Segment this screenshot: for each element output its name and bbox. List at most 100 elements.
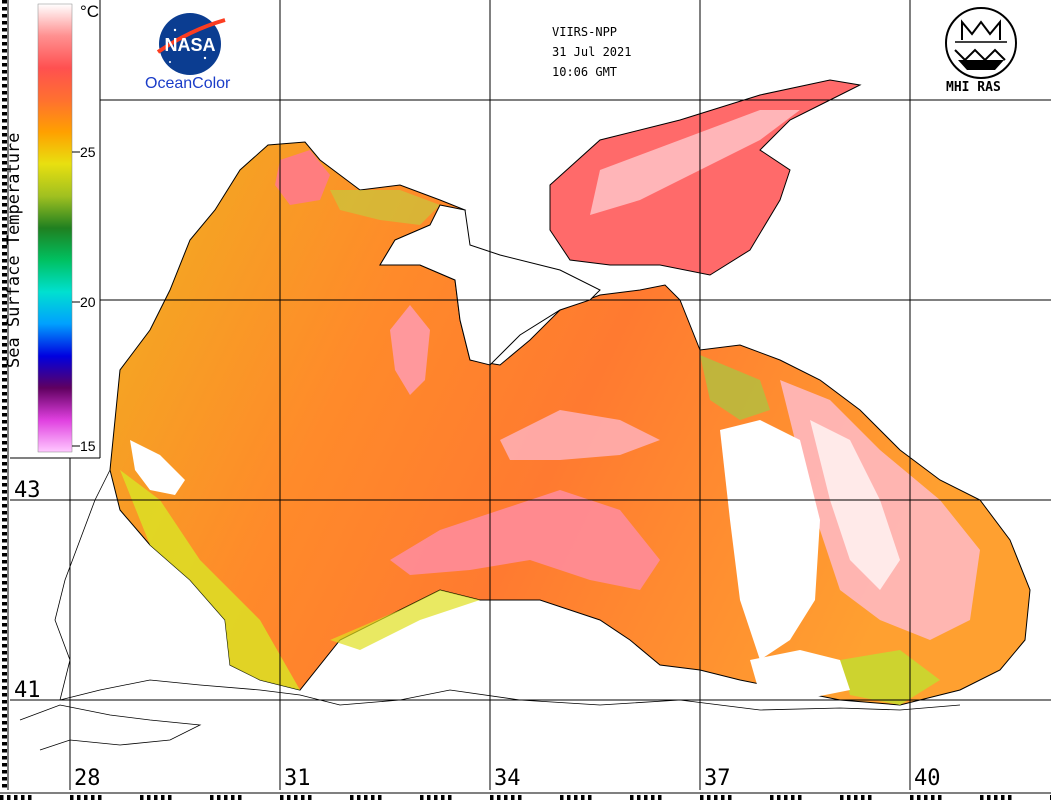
ruler-tick <box>2 518 7 522</box>
ruler-tick <box>539 795 543 800</box>
ruler-tick <box>2 189 7 193</box>
satellite-name: VIIRS-NPP <box>552 25 618 39</box>
ruler-tick <box>392 795 396 800</box>
ruler-tick <box>2 224 7 228</box>
ruler-tick <box>1036 795 1040 800</box>
ruler-tick <box>371 795 375 800</box>
ruler-tick <box>2 546 7 550</box>
ruler-tick <box>707 795 711 800</box>
ruler-tick <box>651 795 655 800</box>
ruler-tick <box>2 35 7 39</box>
ruler-tick <box>693 795 697 800</box>
ruler-tick <box>980 795 984 800</box>
ruler-tick <box>112 795 116 800</box>
ruler-tick <box>2 21 7 25</box>
ruler-tick <box>56 795 60 800</box>
ruler-tick <box>2 567 7 571</box>
coast-bulgaria <box>54 469 111 701</box>
ruler-tick <box>413 795 417 800</box>
lat-label-43: 43 <box>14 478 41 503</box>
ruler-tick <box>2 434 7 438</box>
ruler-tick <box>896 795 900 800</box>
east-coast-cool <box>700 355 770 420</box>
ruler-tick <box>2 399 7 403</box>
ruler-tick <box>2 560 7 564</box>
ruler-tick <box>2 735 7 739</box>
ruler-tick <box>70 795 74 800</box>
ruler-tick <box>273 795 277 800</box>
ruler-tick <box>847 795 851 800</box>
ruler-ticks <box>0 795 1051 800</box>
ruler-tick <box>378 795 382 800</box>
ruler-tick <box>2 581 7 585</box>
ruler-tick <box>168 795 172 800</box>
ruler-tick <box>420 795 424 800</box>
ruler-tick <box>945 795 949 800</box>
lat-label-41: 41 <box>14 678 41 703</box>
ruler-tick <box>1001 795 1005 800</box>
ruler-tick <box>84 795 88 800</box>
ruler-tick <box>2 553 7 557</box>
ruler-tick <box>266 795 270 800</box>
ruler-tick <box>581 795 585 800</box>
ruler-tick <box>840 795 844 800</box>
ruler-tick <box>2 49 7 53</box>
ruler-tick <box>2 392 7 396</box>
ruler-tick <box>714 795 718 800</box>
ruler-tick <box>189 795 193 800</box>
lon-label-40: 40 <box>914 766 941 791</box>
ruler-tick <box>49 795 53 800</box>
ruler-tick <box>777 795 781 800</box>
ruler-tick <box>2 336 7 340</box>
ruler-tick <box>2 616 7 620</box>
ruler-tick <box>2 413 7 417</box>
ruler-tick <box>2 497 7 501</box>
south-coast-cool <box>330 590 480 650</box>
ruler-tick <box>287 795 291 800</box>
ruler-tick <box>2 203 7 207</box>
ruler-tick <box>518 795 522 800</box>
ruler-tick <box>2 287 7 291</box>
ruler-tick <box>406 795 410 800</box>
ruler-tick <box>2 448 7 452</box>
bottom-ruler <box>0 790 1051 801</box>
ruler-tick <box>609 795 613 800</box>
ruler-tick <box>2 301 7 305</box>
ruler-tick <box>343 795 347 800</box>
ruler-tick <box>812 795 816 800</box>
ruler-tick <box>434 795 438 800</box>
ruler-tick <box>595 795 599 800</box>
ruler-tick <box>924 795 928 800</box>
mhi-logo <box>945 7 1017 79</box>
ruler-tick <box>770 795 774 800</box>
hot-band-south <box>390 490 660 590</box>
ruler-tick <box>2 707 7 711</box>
lon-label-28: 28 <box>74 766 101 791</box>
ruler-tick <box>644 795 648 800</box>
ruler-tick <box>658 795 662 800</box>
ruler-tick <box>175 795 179 800</box>
ruler-tick <box>252 795 256 800</box>
ruler-tick <box>2 420 7 424</box>
ruler-tick <box>2 378 7 382</box>
ruler-tick <box>7 795 11 800</box>
ruler-tick <box>2 763 7 767</box>
ruler-tick <box>2 42 7 46</box>
ruler-tick <box>21 795 25 800</box>
ruler-tick <box>854 795 858 800</box>
ruler-tick <box>2 70 7 74</box>
ruler-tick <box>2 721 7 725</box>
ruler-tick <box>2 749 7 753</box>
ruler-tick <box>665 795 669 800</box>
ruler-tick <box>728 795 732 800</box>
ruler-tick <box>2 91 7 95</box>
ruler-tick <box>336 795 340 800</box>
lon-label-34: 34 <box>494 766 521 791</box>
north-coast-cool <box>330 190 440 225</box>
ruler-tick <box>511 795 515 800</box>
ruler-tick <box>2 602 7 606</box>
ruler-tick <box>679 795 683 800</box>
ruler-tick <box>994 795 998 800</box>
ruler-tick <box>2 329 7 333</box>
ruler-tick <box>868 795 872 800</box>
